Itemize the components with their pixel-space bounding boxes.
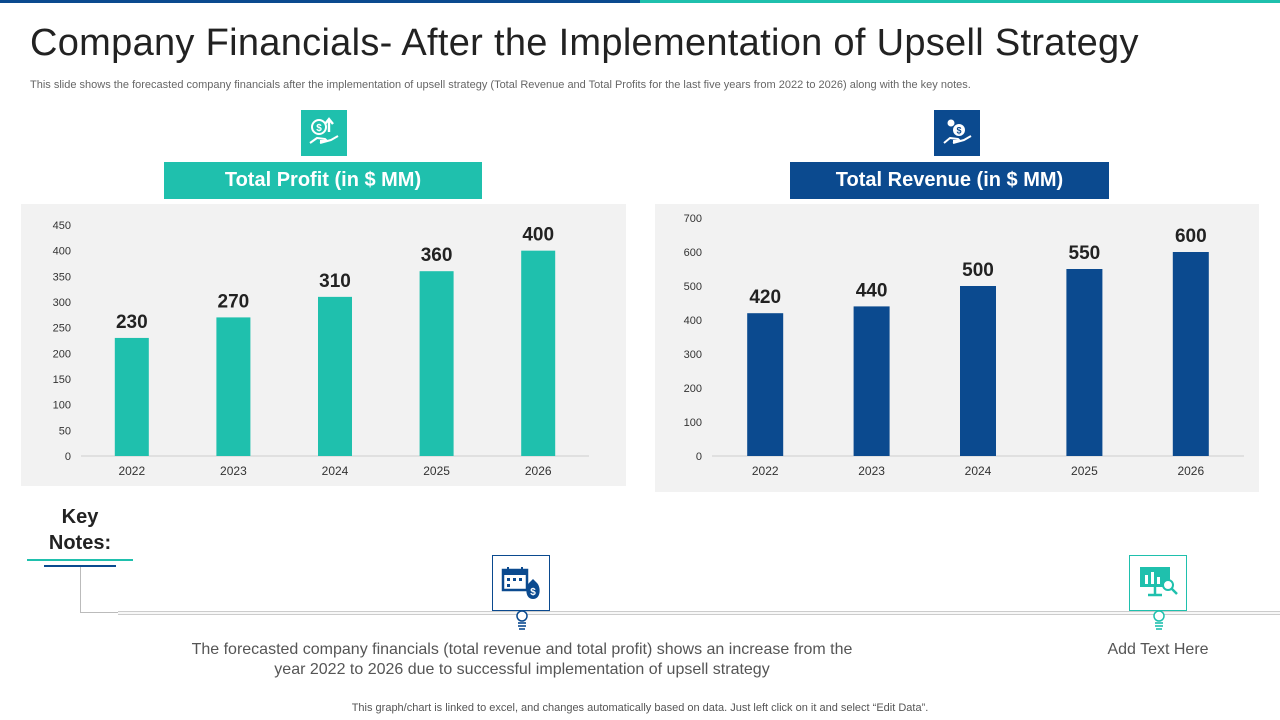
top-accent-bar-navy bbox=[0, 0, 640, 3]
svg-text:$: $ bbox=[956, 126, 961, 136]
bar[interactable] bbox=[960, 286, 996, 456]
svg-text:$: $ bbox=[316, 123, 322, 134]
x-tick-label: 2022 bbox=[752, 464, 779, 478]
y-tick-label: 500 bbox=[684, 281, 702, 293]
y-tick-label: 300 bbox=[684, 349, 702, 361]
y-tick-label: 300 bbox=[53, 297, 71, 309]
lightbulb-icon bbox=[516, 610, 528, 630]
y-tick-label: 100 bbox=[684, 417, 702, 429]
page-subtitle: This slide shows the forecasted company … bbox=[30, 79, 971, 91]
y-tick-label: 400 bbox=[53, 246, 71, 258]
key-note-2[interactable]: Add Text Here bbox=[1107, 641, 1209, 658]
notes-timeline bbox=[118, 611, 1280, 615]
bar[interactable] bbox=[747, 313, 784, 456]
y-tick-label: 50 bbox=[59, 425, 71, 437]
calendar-money-bag-icon: $ bbox=[492, 555, 550, 611]
y-tick-label: 200 bbox=[684, 383, 702, 395]
key-notes-underline-navy bbox=[44, 565, 116, 567]
presentation-analytics-icon bbox=[1129, 555, 1187, 611]
top-accent-bar-teal bbox=[640, 0, 1280, 3]
x-tick-label: 2026 bbox=[1177, 464, 1204, 478]
key-notes-connector-vertical bbox=[80, 567, 81, 612]
key-notes-connector-horizontal bbox=[80, 612, 118, 613]
data-label: 420 bbox=[749, 287, 781, 308]
y-tick-label: 600 bbox=[684, 247, 702, 259]
revenue-chart-title: Total Revenue (in $ MM) bbox=[790, 162, 1109, 199]
hand-coins-icon: $ bbox=[934, 110, 980, 156]
data-label: 550 bbox=[1069, 243, 1101, 264]
key-notes-heading-line1: Key bbox=[61, 506, 99, 528]
bar[interactable] bbox=[1172, 252, 1209, 456]
x-tick-label: 2026 bbox=[525, 464, 552, 478]
hand-money-growth-icon: $ bbox=[301, 110, 347, 156]
key-note-1: The forecasted company financials (total… bbox=[191, 641, 853, 678]
key-notes-heading-line2: Notes: bbox=[48, 532, 112, 554]
y-tick-label: 450 bbox=[53, 220, 71, 232]
bar[interactable] bbox=[1066, 269, 1103, 456]
lightbulb-icon bbox=[1153, 610, 1165, 630]
data-label: 310 bbox=[319, 271, 351, 292]
x-tick-label: 2024 bbox=[965, 464, 992, 478]
data-label: 400 bbox=[522, 225, 554, 246]
x-tick-label: 2024 bbox=[322, 464, 349, 478]
y-tick-label: 0 bbox=[696, 451, 702, 463]
y-tick-label: 150 bbox=[53, 374, 71, 386]
key-notes-underline-teal bbox=[27, 559, 133, 561]
x-tick-label: 2025 bbox=[423, 464, 450, 478]
bar[interactable] bbox=[114, 337, 149, 456]
y-tick-label: 400 bbox=[684, 315, 702, 327]
y-tick-label: 0 bbox=[65, 451, 71, 463]
data-label: 600 bbox=[1175, 226, 1207, 247]
x-tick-label: 2023 bbox=[858, 464, 885, 478]
page-title: Company Financials- After the Implementa… bbox=[30, 22, 1139, 64]
data-label: 440 bbox=[856, 280, 888, 301]
x-tick-label: 2023 bbox=[220, 464, 247, 478]
svg-text:$: $ bbox=[530, 587, 536, 598]
bar[interactable] bbox=[318, 296, 352, 456]
bar[interactable] bbox=[853, 306, 890, 456]
footer-note: This graph/chart is linked to excel, and… bbox=[351, 702, 929, 714]
profit-bar-chart[interactable]: 0 50 100 150 200 250 300 350 400 450 230 2022 270 202… bbox=[21, 204, 626, 486]
y-tick-label: 250 bbox=[53, 323, 71, 335]
bar[interactable] bbox=[216, 317, 251, 456]
profit-chart-title: Total Profit (in $ MM) bbox=[164, 162, 482, 199]
data-label: 500 bbox=[962, 260, 994, 281]
profit-chart-panel[interactable]: 0 50 100 150 200 250 300 350 400 450 230 2022 270 202… bbox=[21, 204, 626, 486]
data-label: 360 bbox=[421, 245, 453, 266]
revenue-chart-panel[interactable]: 0 100 200 300 400 500 600 700 420 2022 440 2023 500 2… bbox=[655, 204, 1259, 492]
x-tick-label: 2025 bbox=[1071, 464, 1098, 478]
y-tick-label: 700 bbox=[684, 213, 702, 225]
y-tick-label: 100 bbox=[53, 400, 71, 412]
x-tick-label: 2022 bbox=[118, 464, 145, 478]
bar[interactable] bbox=[521, 250, 556, 456]
revenue-bar-chart[interactable]: 0 100 200 300 400 500 600 700 420 2022 440 2023 500 2… bbox=[655, 204, 1259, 492]
data-label: 270 bbox=[218, 291, 250, 312]
key-notes-heading: Key Notes: bbox=[30, 504, 130, 556]
data-label: 230 bbox=[116, 312, 148, 333]
y-tick-label: 350 bbox=[53, 271, 71, 283]
bar[interactable] bbox=[419, 271, 454, 456]
y-tick-label: 200 bbox=[53, 348, 71, 360]
